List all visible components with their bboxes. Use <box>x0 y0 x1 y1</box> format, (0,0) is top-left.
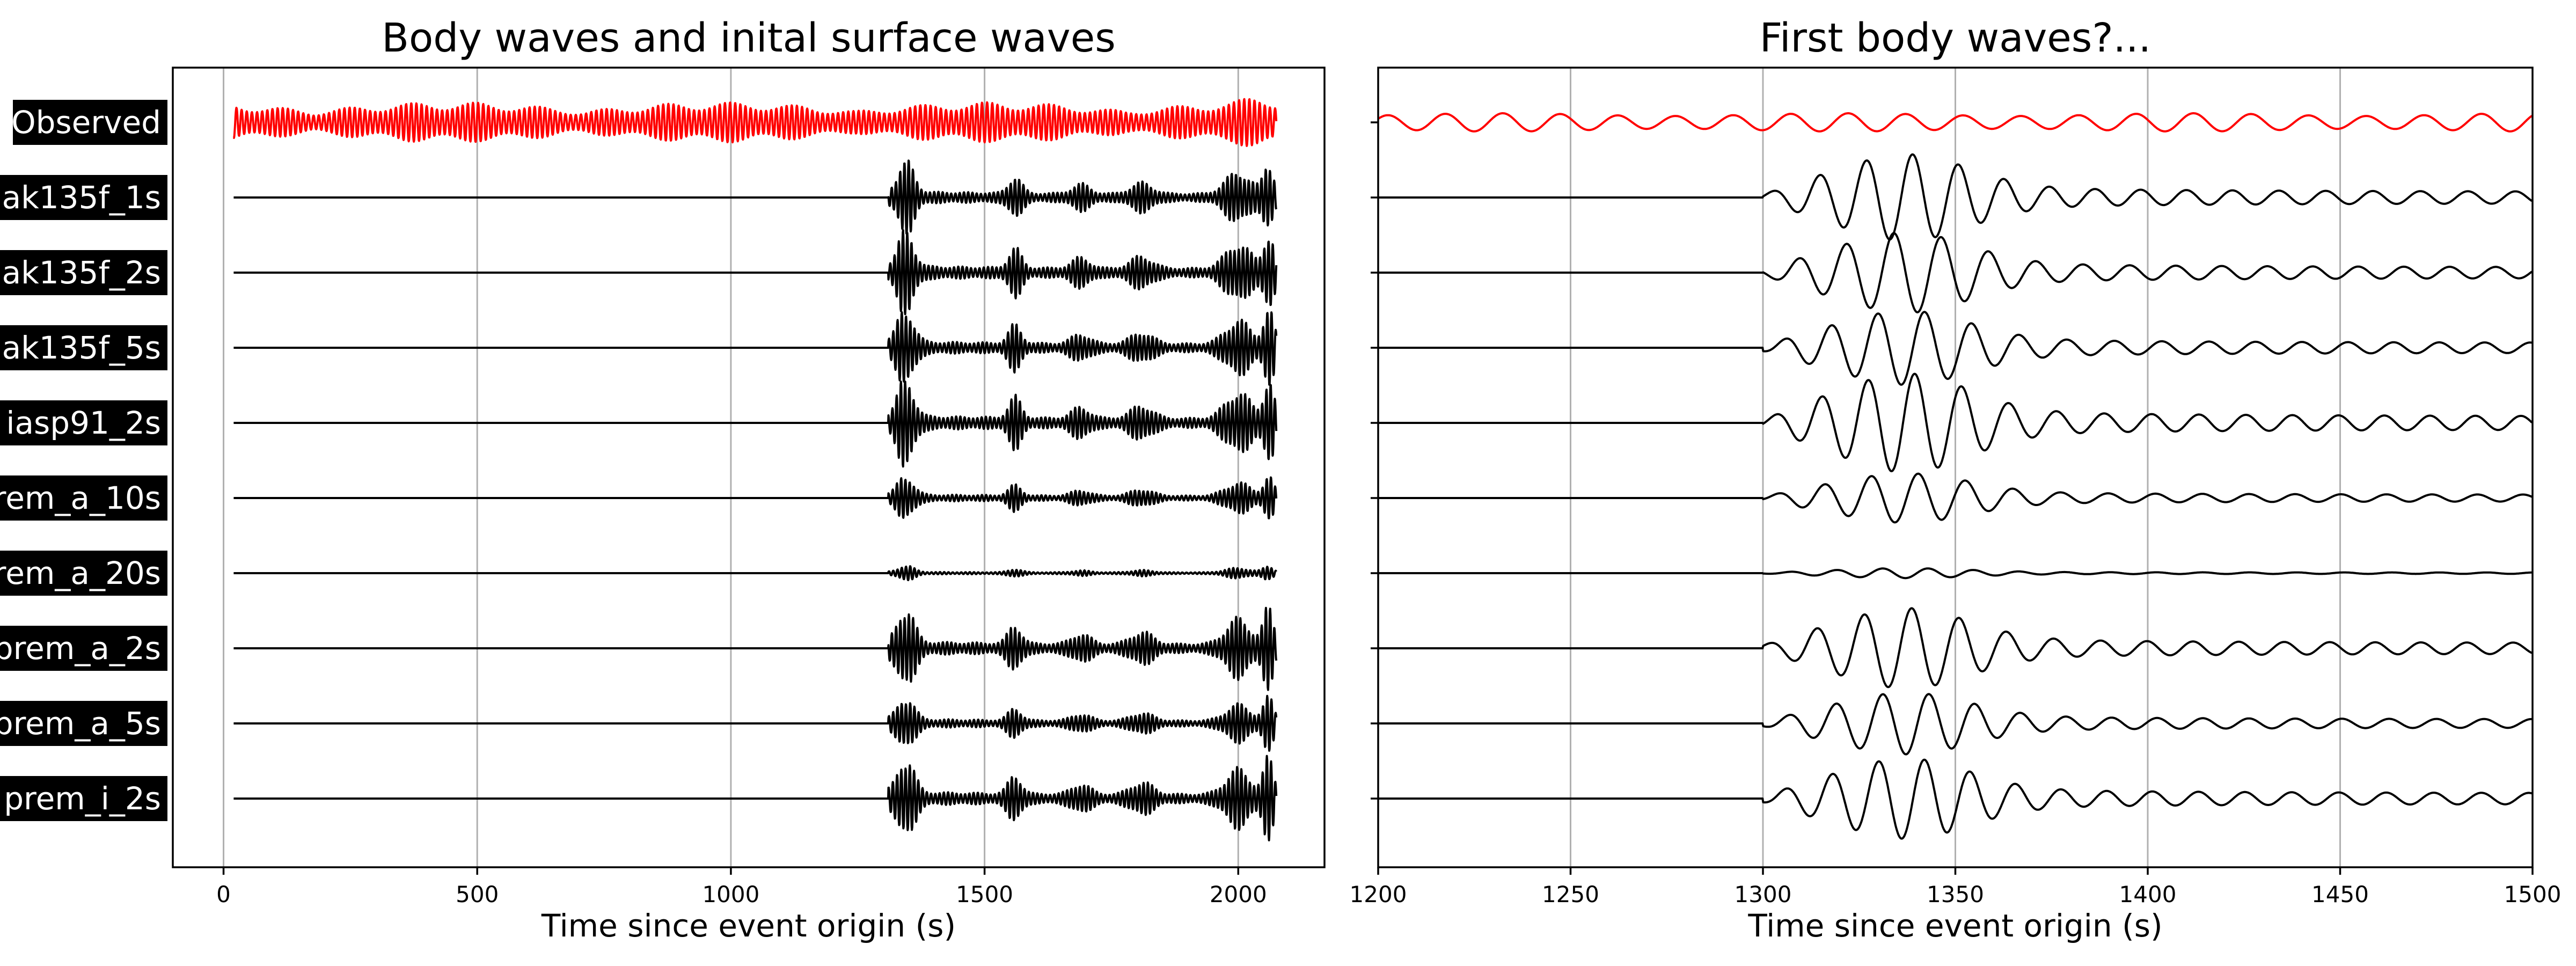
trace-label: ak135f_5s <box>2 330 161 366</box>
trace-label: ak135f_1s <box>2 179 161 216</box>
x-tick-label: 1500 <box>956 881 1013 908</box>
x-tick-label: 0 <box>216 881 231 908</box>
x-tick-label: 2000 <box>1210 881 1267 908</box>
trace-prem-a-5s-zoom <box>1378 693 2533 756</box>
right-chart-title: First body waves?... <box>1760 15 2151 61</box>
trace-label-background <box>0 175 167 220</box>
left-axes-frame <box>172 67 1326 868</box>
left-panel: Body waves and inital surface waves Obser… <box>0 15 1326 944</box>
trace-label-background <box>0 475 167 521</box>
trace-prem-i-2s <box>233 755 1278 841</box>
trace-label: prem_a_5s <box>0 705 161 742</box>
trace-label: iasp91_2s <box>6 405 161 441</box>
trace-prem-a-5s <box>233 694 1278 752</box>
x-tick-label: 1250 <box>1542 881 1599 908</box>
trace-label: prem_a_2s <box>0 630 161 667</box>
trace-prem-a-2s-zoom <box>1378 607 2533 689</box>
trace-label-background <box>0 400 167 445</box>
trace-label-background <box>0 325 167 370</box>
trace-ak135f-2s <box>233 229 1278 316</box>
trace-label: prem_a_20s <box>0 555 161 591</box>
trace-ak135f-5s-zoom <box>1378 311 2533 386</box>
x-tick-label: 1400 <box>2119 881 2177 908</box>
trace-ak135f-1s <box>233 159 1278 235</box>
right-x-axis-label: Time since event origin (s) <box>1747 908 2162 944</box>
trace-label-background <box>13 100 167 145</box>
left-chart-title: Body waves and inital surface waves <box>382 15 1116 61</box>
trace-label-background <box>0 776 167 821</box>
trace-prem-a-10s <box>233 476 1278 519</box>
trace-label: prem_i_2s <box>4 780 161 817</box>
trace-label-background <box>0 701 167 746</box>
left-x-axis-label: Time since event origin (s) <box>541 908 956 944</box>
trace-ak135f-5s <box>233 311 1278 386</box>
trace-label: ak135f_2s <box>2 254 161 291</box>
trace-iasp91-2s-zoom <box>1378 372 2533 472</box>
trace-prem-a-10s-zoom <box>1378 472 2533 524</box>
x-tick-label: 1500 <box>2504 881 2562 908</box>
trace-iasp91-2s <box>233 380 1278 468</box>
x-tick-label: 1300 <box>1735 881 1792 908</box>
trace-label-background <box>0 250 167 295</box>
trace-label: Observed <box>11 104 161 141</box>
trace-ak135f-1s-zoom <box>1378 153 2533 241</box>
x-tick-label: 1450 <box>2311 881 2369 908</box>
trace-label: prem_a_10s <box>0 480 161 516</box>
trace-ak135f-2s-zoom <box>1378 232 2533 313</box>
trace-observed <box>232 98 1278 147</box>
x-tick-label: 500 <box>456 881 499 908</box>
x-tick-label: 1000 <box>702 881 759 908</box>
trace-prem-a-20s <box>233 565 1277 581</box>
trace-label-background <box>0 551 167 596</box>
trace-label-background <box>0 626 167 671</box>
trace-prem-a-20s-zoom <box>1378 567 2533 580</box>
x-tick-label: 1350 <box>1927 881 1984 908</box>
trace-prem-i-2s-zoom <box>1378 758 2533 840</box>
trace-observed-zoom <box>1377 112 2533 133</box>
right-panel: First body waves?... 1200 1250 1300 1350 1400… <box>1350 15 2562 944</box>
x-tick-label: 1200 <box>1350 881 1407 908</box>
trace-prem-a-2s <box>233 606 1278 691</box>
